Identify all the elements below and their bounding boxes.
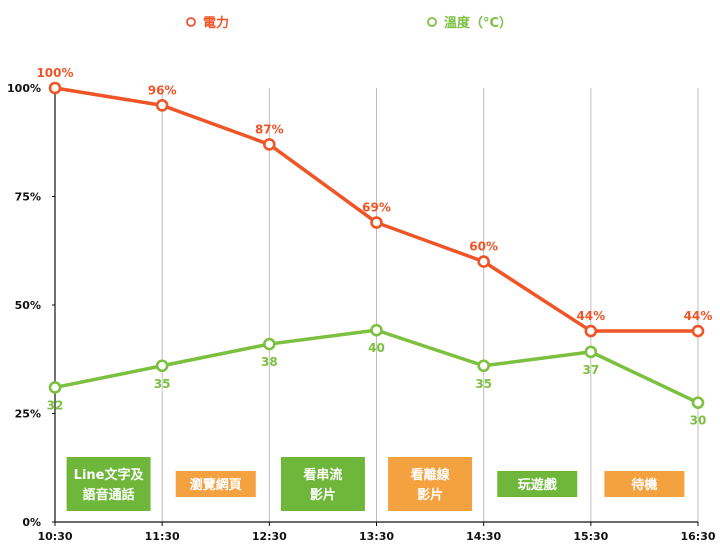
- x-tick-label-1: 11:30: [145, 530, 180, 543]
- point-0-5: [584, 324, 598, 338]
- activity-label-1-0: 瀏覽網頁: [190, 477, 242, 493]
- activity-box-1: [175, 471, 256, 497]
- data-label-0-5: 44%: [576, 309, 605, 323]
- legend-label-1: 溫度（°C）: [444, 15, 512, 31]
- x-tick-label-3: 13:30: [359, 530, 394, 543]
- point-1-5: [584, 345, 598, 359]
- axes: 0% 25% 50% 75% 100% 10:30 11:30 12:30 13:30 14:30…: [7, 82, 716, 543]
- activity-label-2-1: 影片: [310, 487, 336, 503]
- activity-label-5-0: 待機: [630, 477, 657, 493]
- activity-box-0: [66, 457, 151, 511]
- legend-marker-1: [427, 17, 437, 27]
- data-label-0-1: 96%: [148, 83, 177, 97]
- point-0-0: [48, 81, 62, 95]
- activity-label-2-0: 看串流: [303, 467, 342, 483]
- data-labels: 100% 96% 87% 69% 60% 44% 44% 32 35 38 40 35 37 30: [36, 66, 712, 428]
- point-1-6: [691, 396, 705, 409]
- x-tick-label-6: 16:30: [680, 530, 715, 543]
- y-tick-label-3: 75%: [15, 191, 41, 204]
- activity-label-0-1: 語音通話: [83, 487, 135, 503]
- data-label-0-0: 100%: [36, 66, 73, 80]
- series-layer: [48, 81, 705, 409]
- point-0-4: [477, 255, 490, 268]
- y-tick-label-2: 50%: [15, 299, 41, 312]
- activity-label-3-0: 看離線: [411, 467, 451, 483]
- grid-lines: [161, 88, 699, 522]
- activity-box-2: [280, 457, 365, 511]
- activity-box-3: [388, 457, 473, 511]
- point-1-2: [263, 337, 276, 351]
- x-tick-label-0: 10:30: [37, 530, 72, 543]
- data-label-1-1: 35: [154, 377, 171, 391]
- point-1-0: [48, 381, 62, 394]
- data-label-1-6: 30: [690, 414, 707, 428]
- y-tick-label-4: 100%: [7, 82, 41, 95]
- point-1-1: [155, 359, 169, 373]
- activity-box-4: [497, 471, 578, 497]
- activity-label-3-1: 影片: [417, 487, 443, 503]
- y-tick-label-0: 0%: [22, 516, 41, 529]
- data-label-1-2: 38: [261, 355, 278, 369]
- x-tick-label-4: 14:30: [466, 530, 501, 543]
- point-0-2: [263, 138, 276, 151]
- point-1-4: [477, 359, 490, 373]
- data-label-0-6: 44%: [684, 309, 713, 323]
- activity-label-0-0: Line文字及: [74, 467, 145, 483]
- legend: 電力 溫度（°C）: [186, 15, 512, 31]
- activity-label-4-0: 玩遊戲: [518, 477, 558, 493]
- x-tick-label-5: 15:30: [573, 530, 608, 543]
- point-1-3: [370, 323, 383, 337]
- data-label-1-5: 37: [582, 363, 599, 377]
- data-label-1-3: 40: [368, 341, 385, 355]
- data-label-1-4: 35: [475, 377, 492, 391]
- legend-label-0: 電力: [203, 15, 229, 31]
- activity-box-5: [604, 471, 685, 497]
- legend-marker-0: [186, 17, 196, 27]
- point-0-1: [155, 99, 169, 112]
- y-tick-label-1: 25%: [15, 408, 41, 421]
- data-label-0-4: 60%: [469, 240, 498, 254]
- data-label-1-0: 32: [47, 398, 64, 412]
- point-0-6: [691, 324, 705, 338]
- x-tick-label-2: 12:30: [252, 530, 287, 543]
- data-label-0-2: 87%: [255, 122, 284, 136]
- data-label-0-3: 69%: [362, 201, 391, 215]
- point-0-3: [370, 216, 383, 229]
